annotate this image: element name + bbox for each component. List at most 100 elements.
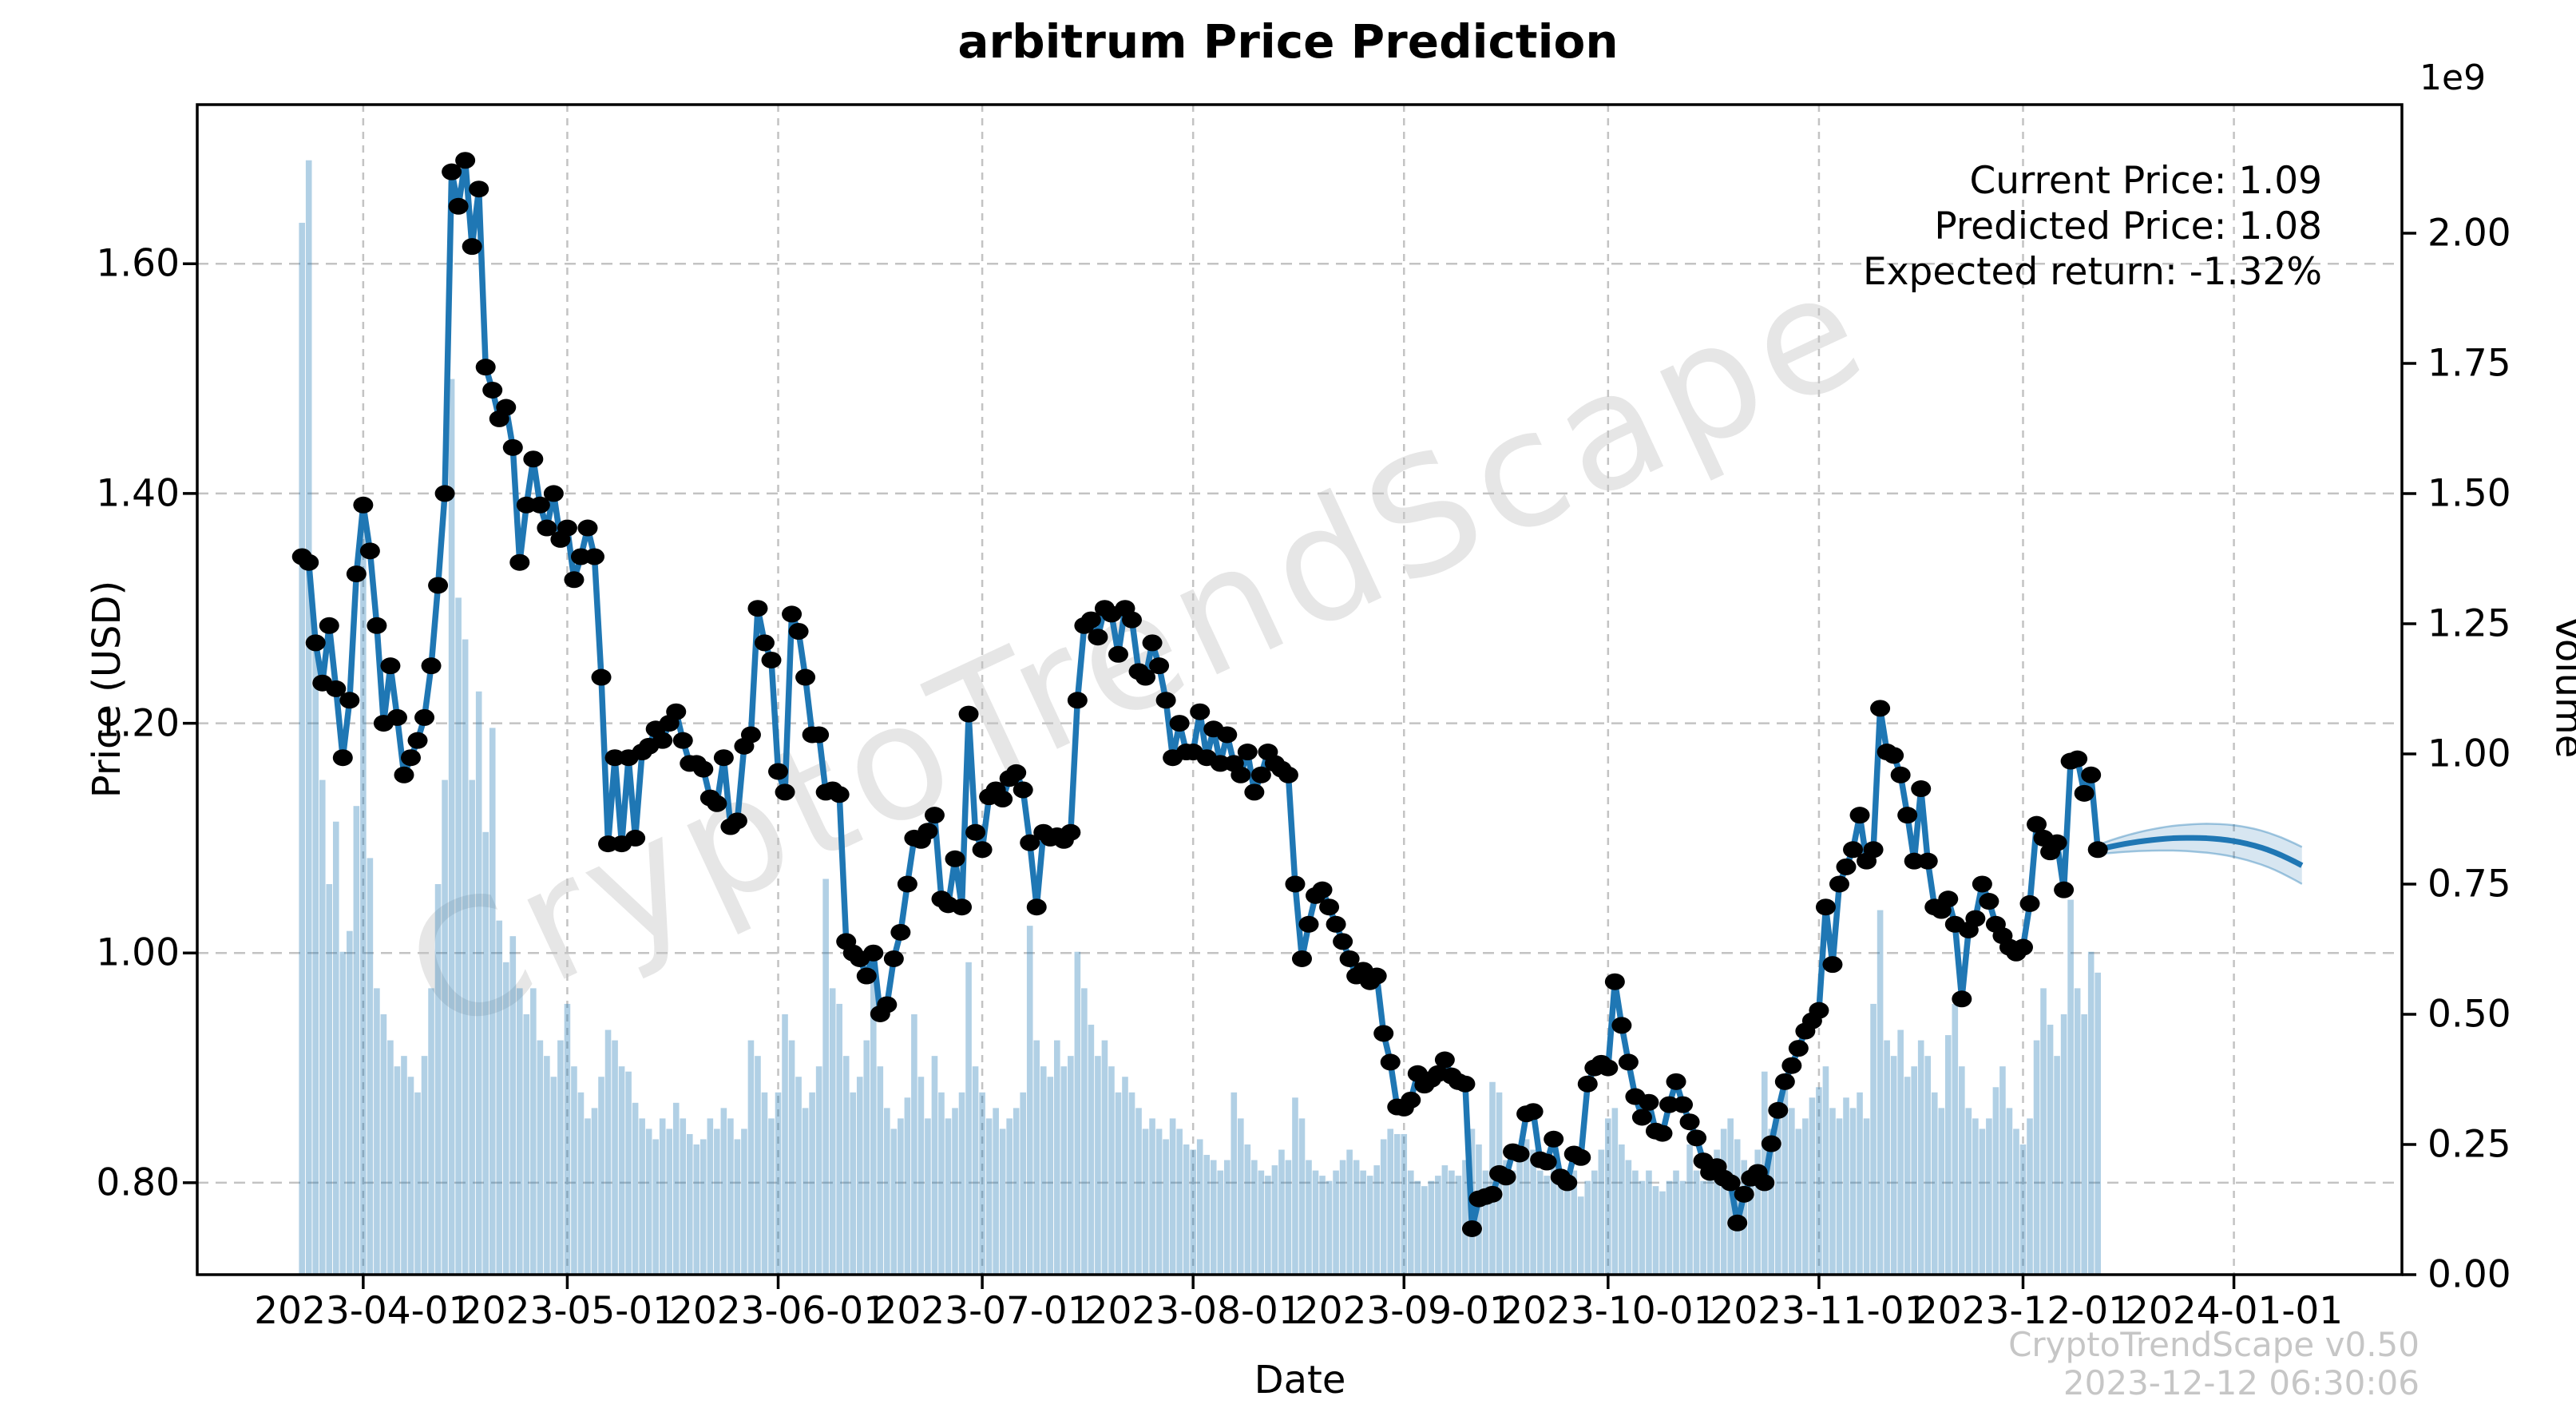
x-tick-label: 2024-01-01 bbox=[2125, 1289, 2344, 1333]
volume-bar bbox=[1020, 1092, 1027, 1275]
volume-bar bbox=[1339, 1160, 1346, 1275]
volume-bar bbox=[1217, 1170, 1224, 1275]
volume-bar bbox=[1353, 1160, 1360, 1275]
price-marker bbox=[407, 732, 428, 749]
volume-bar bbox=[999, 1128, 1006, 1275]
volume-bar bbox=[1196, 1139, 1203, 1275]
price-marker bbox=[965, 823, 986, 841]
volume-bar bbox=[482, 831, 489, 1275]
volume-bar bbox=[1849, 1108, 1857, 1275]
price-tick-label: 0.80 bbox=[96, 1160, 180, 1205]
volume-bar bbox=[1931, 1092, 1938, 1275]
volume-bar bbox=[2054, 1056, 2060, 1275]
volume-bar bbox=[707, 1118, 714, 1275]
volume-bar bbox=[1115, 1092, 1122, 1275]
volume-bar bbox=[1754, 1149, 1762, 1275]
price-marker bbox=[400, 749, 421, 767]
volume-bar bbox=[1890, 1056, 1897, 1275]
volume-bar bbox=[353, 806, 360, 1275]
price-marker bbox=[414, 708, 435, 726]
volume-bar bbox=[993, 1108, 999, 1275]
volume-bar bbox=[1135, 1108, 1142, 1275]
price-marker bbox=[346, 565, 367, 583]
volume-bar bbox=[1979, 1128, 1986, 1275]
volume-bar bbox=[2087, 951, 2094, 1275]
price-marker bbox=[1544, 1130, 1564, 1148]
volume-bar bbox=[604, 1029, 612, 1275]
volume-bar bbox=[1986, 1118, 1992, 1275]
volume-bar bbox=[394, 1066, 401, 1275]
volume-bar bbox=[1271, 1165, 1278, 1275]
price-marker bbox=[672, 732, 693, 749]
volume-bar bbox=[1904, 1077, 1911, 1275]
price-marker bbox=[1863, 841, 1884, 859]
price-marker bbox=[1231, 766, 1251, 783]
volume-bar bbox=[544, 1056, 550, 1275]
price-marker bbox=[1727, 1214, 1748, 1232]
volume-bar bbox=[1816, 1087, 1822, 1275]
price-marker bbox=[945, 850, 965, 867]
volume-bar bbox=[938, 1092, 945, 1275]
volume-bar bbox=[1319, 1176, 1326, 1275]
current-price-text: Current Price: 1.09 bbox=[1969, 159, 2322, 203]
volume-bar bbox=[2033, 1040, 2040, 1275]
volume-bar bbox=[1462, 1160, 1468, 1275]
price-marker bbox=[1679, 1113, 1700, 1131]
volume-bar bbox=[1244, 1144, 1251, 1275]
price-marker bbox=[2087, 841, 2108, 859]
volume-bar bbox=[428, 988, 434, 1275]
price-marker bbox=[2067, 750, 2088, 768]
volume-bar bbox=[414, 1092, 421, 1275]
volume-bar bbox=[904, 1097, 911, 1275]
price-marker bbox=[1884, 747, 1904, 764]
volume-bar bbox=[612, 1040, 618, 1275]
volume-bar bbox=[401, 1056, 407, 1275]
volume-bar bbox=[1060, 1066, 1068, 1275]
price-marker bbox=[1060, 823, 1081, 841]
price-marker bbox=[1604, 973, 1625, 990]
price-marker bbox=[1686, 1129, 1707, 1147]
volume-bar bbox=[958, 1092, 965, 1275]
volume-bar bbox=[1155, 1128, 1163, 1275]
volume-tick-label: 0.25 bbox=[2427, 1122, 2511, 1167]
volume-tick-label: 1.25 bbox=[2427, 601, 2511, 646]
price-marker bbox=[339, 692, 360, 709]
price-marker bbox=[421, 657, 442, 675]
volume-bar bbox=[625, 1071, 632, 1275]
price-marker bbox=[1815, 898, 1836, 916]
volume-bar bbox=[1686, 1144, 1693, 1275]
volume-bar bbox=[884, 1108, 890, 1275]
price-marker bbox=[1523, 1103, 1544, 1121]
price-marker bbox=[1026, 898, 1047, 916]
volume-bar bbox=[1496, 1092, 1503, 1275]
volume-bar bbox=[598, 1077, 604, 1275]
price-marker bbox=[1829, 875, 1849, 893]
x-tick-label: 2023-04-01 bbox=[254, 1289, 473, 1333]
volume-bar bbox=[1074, 951, 1081, 1275]
volume-bar bbox=[700, 1139, 707, 1275]
price-marker bbox=[1734, 1185, 1754, 1203]
price-marker bbox=[1142, 634, 1163, 652]
volume-bar bbox=[1428, 1180, 1435, 1275]
price-marker bbox=[557, 519, 577, 537]
price-marker bbox=[1217, 726, 1238, 744]
volume-bar bbox=[1278, 1149, 1285, 1275]
volume-bar bbox=[836, 1003, 842, 1275]
volume-bar bbox=[1700, 1180, 1706, 1275]
volume-bar bbox=[1033, 1040, 1040, 1275]
volume-bar bbox=[898, 1118, 904, 1275]
price-marker bbox=[523, 450, 544, 468]
volume-bar bbox=[645, 1128, 652, 1275]
volume-bar bbox=[1809, 1097, 1816, 1275]
volume-bar bbox=[1441, 1165, 1449, 1275]
volume-bar bbox=[1006, 1118, 1013, 1275]
price-marker bbox=[713, 749, 734, 767]
volume-bar bbox=[1455, 1176, 1462, 1275]
volume-bar bbox=[1775, 1118, 1781, 1275]
volume-bar bbox=[1877, 910, 1884, 1275]
volume-bar bbox=[979, 1092, 985, 1275]
volume-bar bbox=[952, 1108, 958, 1275]
volume-bar bbox=[1829, 1108, 1836, 1275]
price-marker bbox=[952, 898, 973, 916]
price-marker bbox=[359, 542, 380, 560]
